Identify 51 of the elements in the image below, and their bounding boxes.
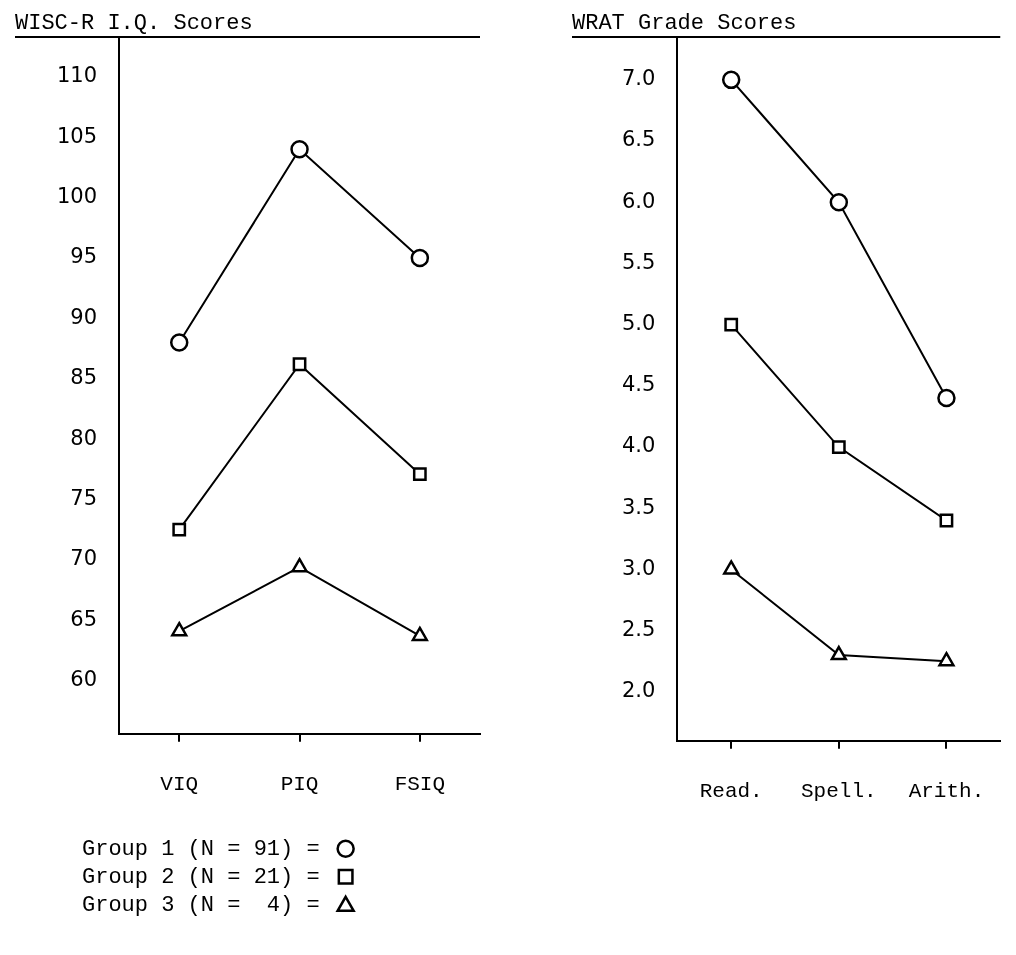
point (411, 626, 429, 642)
chart-title: WRAT Grade Scores (572, 11, 797, 36)
y-tick-label: 4.0 (621, 433, 656, 458)
point (724, 317, 739, 332)
point (938, 651, 955, 667)
y-tick-label: 4.5 (621, 372, 656, 397)
y-tick-label: 80 (70, 425, 98, 450)
x-tick-label: PIQ (280, 772, 319, 796)
x-tick-label: FSIQ (394, 772, 446, 796)
point (937, 388, 956, 408)
y-tick-label: 5.5 (621, 249, 656, 274)
y-tick-label: 6.0 (621, 188, 656, 213)
point (829, 192, 849, 212)
y-tick-label: 105 (56, 123, 98, 148)
x-tick-label: Spell. (801, 779, 877, 803)
point (291, 557, 308, 573)
y-tick-label: 2.5 (621, 617, 656, 642)
point (723, 560, 740, 575)
point (721, 70, 741, 90)
legend-label: Group 2 (N = 21) = (82, 864, 320, 890)
y-tick-label: 65 (70, 606, 98, 631)
point (169, 333, 189, 352)
chart-title: WISC-R I.Q. Scores (15, 11, 253, 36)
legend-label: Group 1 (N = 91) = (82, 836, 320, 862)
point (830, 645, 847, 661)
legend-label: Group 3 (N = 4) = (82, 892, 320, 918)
y-tick-label: 110 (56, 63, 98, 88)
point (939, 513, 954, 528)
y-tick-label: 85 (70, 365, 98, 390)
y-tick-label: 3.0 (621, 555, 656, 580)
point (410, 248, 430, 268)
x-tick-label: VIQ (160, 772, 199, 796)
y-tick-label: 6.5 (621, 127, 656, 152)
point (292, 357, 307, 372)
x-tick-label: Read. (699, 779, 763, 803)
point (290, 140, 309, 159)
y-tick-label: 90 (70, 304, 98, 329)
y-tick-label: 7.0 (621, 66, 656, 91)
y-tick-label: 95 (70, 244, 98, 269)
y-tick-label: 3.5 (621, 494, 656, 519)
y-tick-label: 60 (70, 667, 98, 692)
y-tick-label: 2.0 (621, 678, 656, 703)
point (172, 522, 187, 537)
point (171, 621, 188, 637)
y-tick-label: 75 (70, 485, 98, 510)
y-tick-label: 5.0 (621, 311, 656, 336)
y-tick-label: 70 (70, 546, 98, 571)
point (412, 467, 427, 482)
y-tick-label: 100 (56, 184, 98, 209)
point (831, 440, 846, 454)
x-tick-label: Arith. (908, 779, 985, 803)
